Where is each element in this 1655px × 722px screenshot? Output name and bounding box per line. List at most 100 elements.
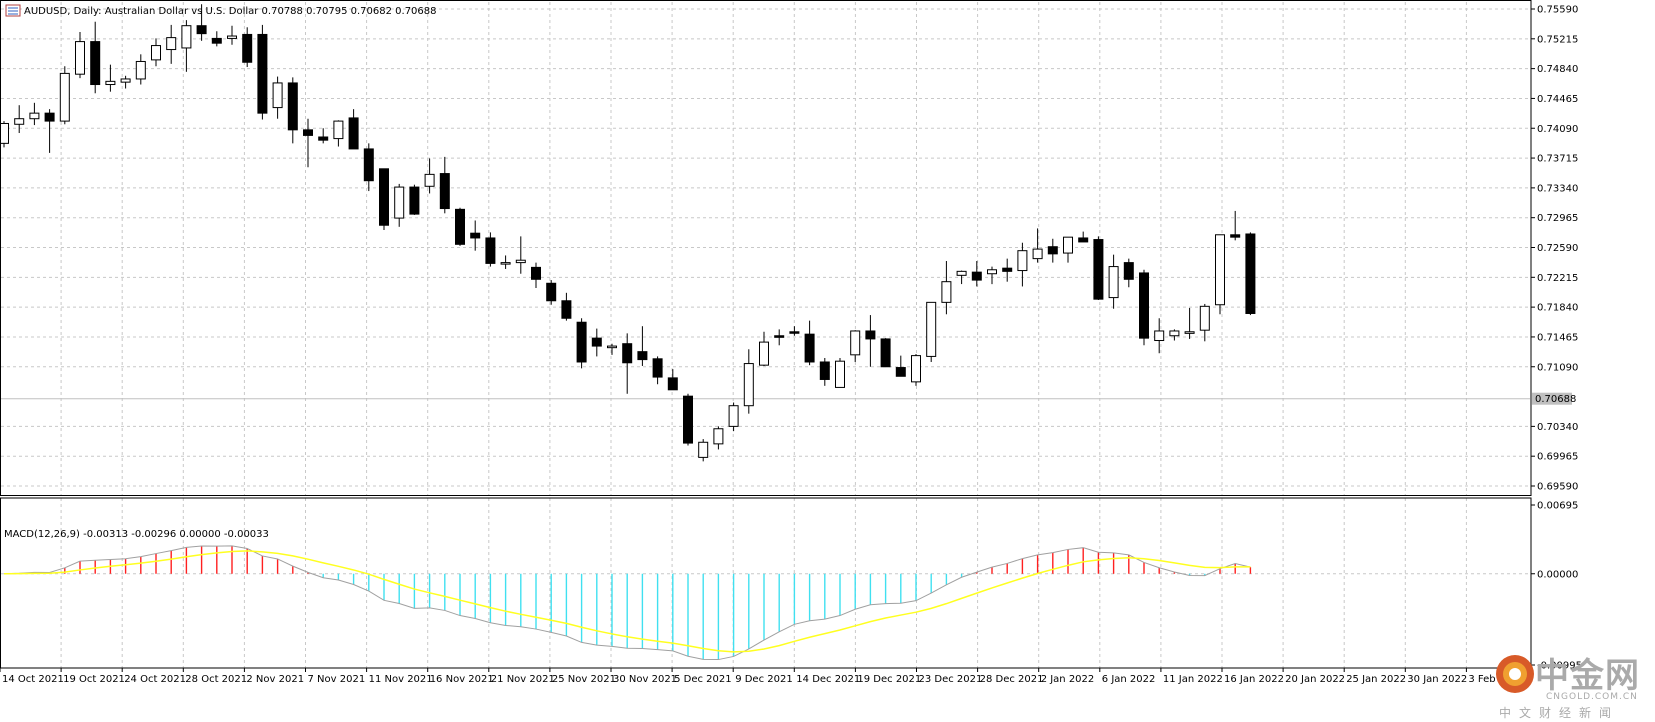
candle [166,24,177,64]
candle [90,21,101,94]
candle-body [135,60,146,80]
candle-body [257,33,268,114]
candle [59,66,70,125]
candle-body [1123,262,1134,280]
candle-body [1184,331,1195,334]
candle-body [576,321,587,363]
candle [531,262,541,289]
candle [318,128,329,144]
candle [1108,254,1119,309]
candle [926,301,937,362]
candle [804,320,815,366]
candle-body [637,351,648,361]
date-axis-label: 2 Jan 2022 [1041,674,1095,685]
current-price-label: 0.70688 [1535,394,1576,405]
date-axis-label: 14 Oct 2021 [2,674,64,685]
candle-body [895,367,906,377]
price-axis-label: 0.71465 [1537,332,1578,343]
candle-body [470,232,481,239]
candle [151,38,161,67]
candle [1093,236,1104,300]
price-axis-label: 0.74090 [1537,124,1578,135]
candle [1199,303,1210,342]
candle [75,32,85,79]
candle [561,292,572,321]
symbol-title: AUDUSD, Daily: Australian Dollar vs U.S.… [24,6,437,17]
macd-title: MACD(12,26,9) -0.00313 -0.00296 0.00000 … [4,529,269,540]
candle-body [1230,234,1241,238]
candle [211,31,222,47]
date-axis-label: 20 Jan 2022 [1285,674,1345,685]
candle [743,349,754,414]
candle-body [1199,305,1210,331]
candle [303,118,313,168]
date-axis-label: 9 Dec 2021 [735,674,793,685]
date-axis-label: 11 Nov 2021 [369,674,433,685]
current-price-tag-bg [1532,392,1572,405]
candle-body [0,122,9,144]
candle-body [1002,267,1013,272]
candle-body [363,148,374,182]
date-axis-label: 14 Dec 2021 [796,674,860,685]
candle [333,120,344,147]
candle [287,77,298,144]
candle-body [151,45,161,61]
candle-body [789,331,800,334]
candlesticks [0,4,1256,462]
candle-body [333,120,344,140]
candle-body [971,271,982,281]
candle [1169,329,1180,341]
candle-body [500,262,511,265]
candle [1245,232,1256,316]
candle-body [880,338,891,368]
candle [895,355,906,377]
current-price-tag: 0.70688 [1532,392,1576,405]
candle-body [713,428,724,445]
candle-body [1139,272,1149,339]
candle [409,184,420,215]
candle-body [44,112,55,122]
price-axis-label: 0.73340 [1537,183,1578,194]
candle-body [1169,330,1180,337]
price-axis-label: 0.74840 [1537,64,1578,75]
candle-body [1047,246,1058,255]
candle-body [287,82,298,131]
date-axis-label: 28 Dec 2021 [980,674,1044,685]
candle [348,109,359,150]
price-axis-label: 0.69590 [1537,482,1578,493]
candle-body [120,78,131,83]
candle-body [196,25,207,35]
candle [1139,269,1149,346]
candle [500,255,511,269]
candle-body [743,363,754,407]
date-axis-label: 7 Nov 2021 [308,674,366,685]
date-axis-label: 3 Feb 2022 [1468,674,1524,685]
candle-body [1108,266,1119,299]
candle [956,270,967,285]
candle-body [911,355,921,383]
date-axis-label: 19 Dec 2021 [857,674,921,685]
candle [515,236,526,274]
candle [819,358,830,386]
candle-body [926,301,937,357]
candle-body [804,333,815,363]
date-axis-label: 24 Oct 2021 [124,674,186,685]
candle [424,158,435,194]
candle [759,331,769,366]
candle [774,329,785,346]
candle-body [819,361,830,380]
price-axis-label: 0.70340 [1537,422,1578,433]
candle [120,75,131,89]
date-axis-label: 23 Dec 2021 [919,674,983,685]
candle-body [987,269,997,275]
candle-body [272,82,283,109]
candle-body [591,337,602,347]
candle-body [348,117,359,150]
candle-body [728,405,739,427]
candle [546,280,557,305]
candle [44,109,55,153]
date-axis-label: 21 Nov 2021 [491,674,555,685]
candle [1078,231,1089,243]
